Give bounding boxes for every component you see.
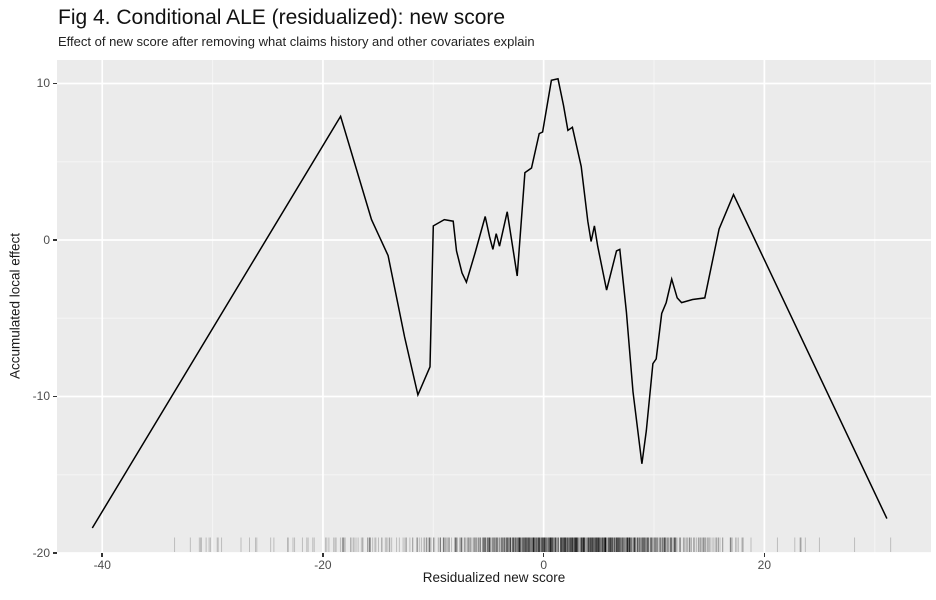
y-tick-mark <box>53 552 57 554</box>
y-tick-label: 10 <box>36 76 50 91</box>
x-tick-mark <box>763 553 766 557</box>
y-tick-mark <box>53 82 57 85</box>
y-tick-label: -20 <box>32 546 50 560</box>
ale-line-chart <box>57 60 931 553</box>
ale-line <box>91 77 888 529</box>
x-tick-label: -40 <box>93 558 111 572</box>
x-tick-label: 20 <box>757 558 772 572</box>
rug-marks <box>174 537 892 552</box>
y-tick-mark <box>53 239 57 241</box>
x-tick-mark <box>322 553 324 557</box>
chart-title: Fig 4. Conditional ALE (residualized): n… <box>58 6 506 29</box>
y-tick-label: -10 <box>32 389 50 404</box>
x-tick-label: 0 <box>540 558 547 572</box>
x-tick-mark <box>542 553 545 557</box>
y-axis-title: Accumulated local effect <box>7 232 23 380</box>
y-tick-mark <box>53 395 57 398</box>
chart-subtitle: Effect of new score after removing what … <box>58 34 535 49</box>
x-tick-mark <box>101 553 103 557</box>
x-axis-title: Residualized new score <box>422 570 566 585</box>
plot-panel <box>57 60 931 553</box>
x-tick-label: -20 <box>314 558 332 572</box>
y-tick-label: 0 <box>43 232 50 247</box>
